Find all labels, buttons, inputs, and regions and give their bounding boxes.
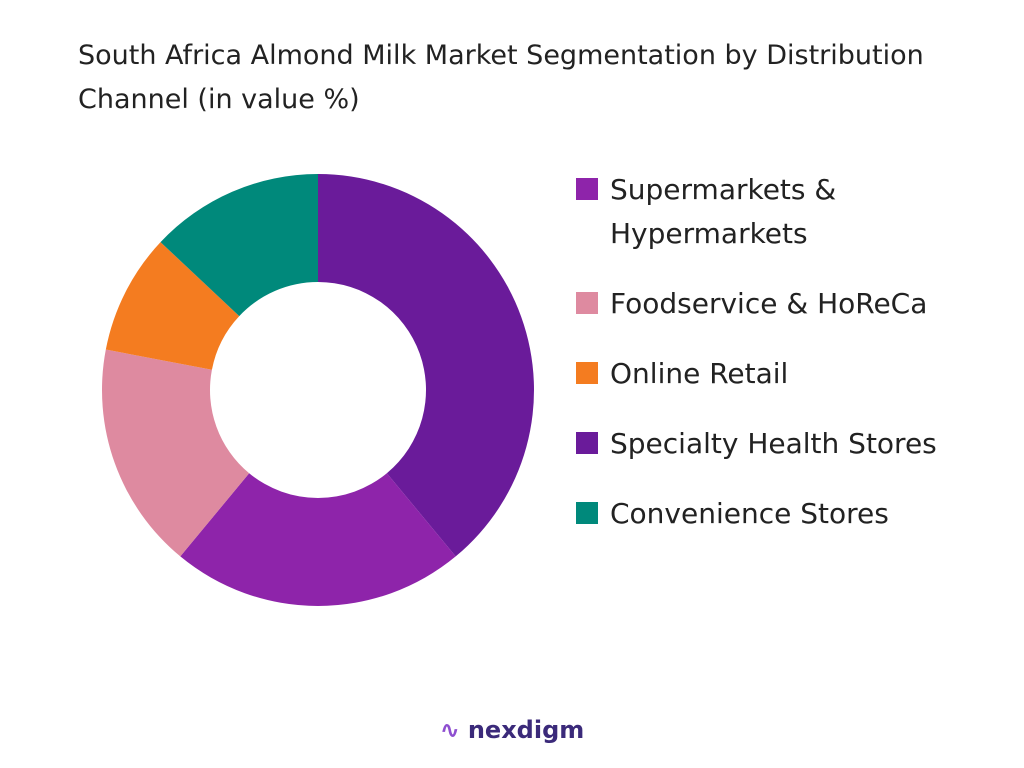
legend-label: Specialty Health Stores <box>610 427 937 460</box>
legend-swatch <box>576 502 598 524</box>
legend-swatch <box>576 362 598 384</box>
legend: Supermarkets & Hypermarkets Foodservice &… <box>576 168 986 562</box>
legend-item: Foodservice & HoReCa <box>576 282 986 326</box>
logo: ∿ nexdigm <box>0 716 1024 744</box>
legend-label: Convenience Stores <box>610 497 889 530</box>
logo-icon: ∿ <box>439 716 460 744</box>
legend-item: Convenience Stores <box>576 492 986 536</box>
donut-slice <box>318 174 535 557</box>
donut-slice <box>160 174 318 317</box>
legend-label: Foodservice & HoReCa <box>610 287 928 320</box>
legend-item: Online Retail <box>576 352 986 396</box>
legend-item: Supermarkets & Hypermarkets <box>576 168 986 256</box>
chart-title: South Africa Almond Milk Market Segmenta… <box>78 40 924 115</box>
donut-slice <box>180 473 456 606</box>
donut-slice <box>105 242 240 370</box>
logo-text: nexdigm <box>467 716 585 744</box>
legend-swatch <box>576 292 598 314</box>
legend-swatch <box>576 432 598 454</box>
legend-swatch <box>576 178 598 200</box>
legend-label: Supermarkets & Hypermarkets <box>610 173 837 250</box>
legend-item: Specialty Health Stores <box>576 422 986 466</box>
legend-label: Online Retail <box>610 357 789 390</box>
donut-slice <box>101 349 250 557</box>
